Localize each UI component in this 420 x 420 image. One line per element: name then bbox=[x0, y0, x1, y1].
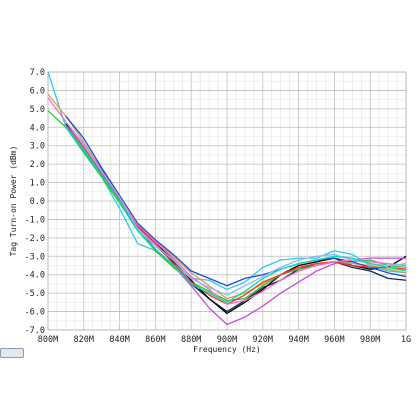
x-tick-label: 940M bbox=[288, 335, 308, 345]
series-line-3 bbox=[47, 71, 407, 291]
window-tab-stub[interactable] bbox=[0, 348, 24, 358]
y-tick-label: -4.0 bbox=[25, 271, 45, 281]
y-tick-label: -6.0 bbox=[25, 308, 45, 318]
y-tick-label: 3.0 bbox=[30, 142, 45, 152]
y-axis-ticks: 7.0 6.0 5.0 4.0 3.0 2.0 1.0 0.0 -1.0 -2.0 -3.0 -4.0… bbox=[25, 68, 45, 336]
series-line-11 bbox=[65, 126, 407, 304]
y-tick-label: 7.0 bbox=[30, 68, 45, 78]
y-tick-label: -5.0 bbox=[25, 289, 45, 299]
x-axis-title: Frequency (Hz) bbox=[193, 345, 260, 354]
y-tick-label: 1.0 bbox=[30, 179, 45, 189]
y-tick-label: 2.0 bbox=[30, 160, 45, 170]
x-tick-label: 960M bbox=[324, 335, 344, 345]
y-tick-label: -2.0 bbox=[25, 234, 45, 244]
y-axis-title: Tag Turn-on Power (dBm) bbox=[9, 146, 18, 257]
x-tick-label: 920M bbox=[253, 335, 273, 345]
x-tick-label: 900M bbox=[217, 335, 237, 345]
y-tick-label: 6.0 bbox=[30, 86, 45, 96]
series-lines bbox=[47, 71, 407, 326]
y-tick-label: -3.0 bbox=[25, 252, 45, 262]
y-tick-label: -7.0 bbox=[25, 326, 45, 336]
y-tick-label: 5.0 bbox=[30, 105, 45, 115]
x-tick-label: 880M bbox=[181, 335, 201, 345]
y-tick-label: -1.0 bbox=[25, 215, 45, 225]
series-line-10 bbox=[65, 121, 407, 296]
x-tick-label: 860M bbox=[145, 335, 165, 345]
x-tick-label: 840M bbox=[109, 335, 129, 345]
x-tick-label: 1G bbox=[401, 335, 411, 345]
grid bbox=[47, 71, 407, 331]
series-line-7 bbox=[65, 115, 407, 287]
x-tick-label: 980M bbox=[360, 335, 380, 345]
x-axis-ticks: 800M 820M 840M 860M 880M 900M 920M 940M 960M 980M… bbox=[38, 335, 411, 345]
x-tick-label: 820M bbox=[74, 335, 94, 345]
y-tick-label: 4.0 bbox=[30, 123, 45, 133]
y-tick-label: 0.0 bbox=[30, 197, 45, 207]
x-tick-label: 800M bbox=[38, 335, 58, 345]
